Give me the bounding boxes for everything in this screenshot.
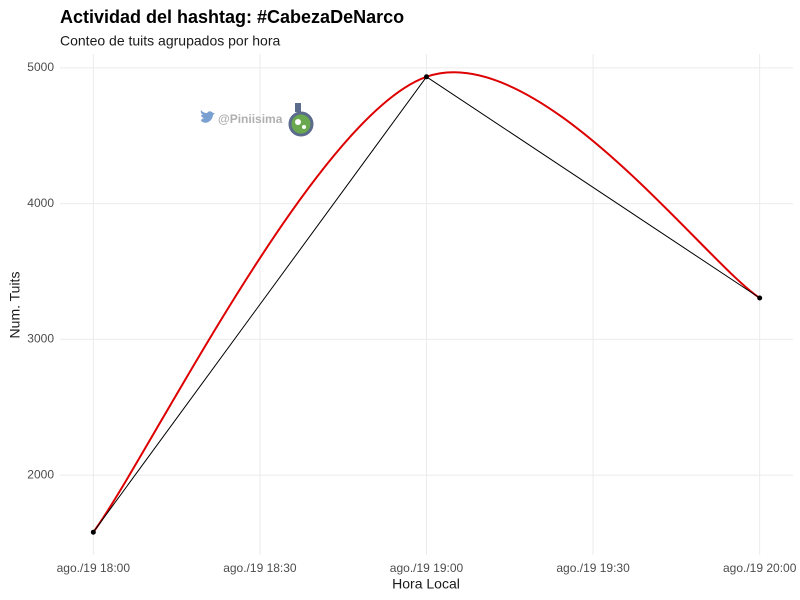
twitter-icon bbox=[200, 110, 215, 123]
logo-bubble bbox=[295, 119, 301, 125]
point bbox=[757, 295, 763, 301]
y-tick-label: 4000 bbox=[27, 196, 54, 210]
watermark: @Piniisima bbox=[200, 103, 314, 137]
x-tick-label: ago./19 18:00 bbox=[57, 561, 131, 575]
smooth-line bbox=[92, 71, 761, 533]
chart-title: Actividad del hashtag: #CabezaDeNarco bbox=[60, 7, 404, 27]
y-tick-label: 3000 bbox=[27, 332, 54, 346]
y-tick-label: 5000 bbox=[27, 60, 54, 74]
x-tick-label: ago./19 18:30 bbox=[223, 561, 297, 575]
x-tick-label: ago./19 20:00 bbox=[723, 561, 797, 575]
logo-neck bbox=[295, 103, 301, 112]
y-tick-label: 2000 bbox=[27, 467, 54, 481]
x-tick-label: ago./19 19:30 bbox=[556, 561, 630, 575]
chart-subtitle: Conteo de tuits agrupados por hora bbox=[60, 33, 280, 49]
x-tick-label: ago./19 19:00 bbox=[390, 561, 464, 575]
point bbox=[90, 529, 96, 535]
point bbox=[424, 74, 429, 80]
logo bbox=[288, 111, 314, 137]
y-axis-label: Num. Tuits bbox=[7, 272, 23, 339]
logo-bubble bbox=[302, 125, 306, 129]
x-axis-label: Hora Local bbox=[392, 576, 460, 592]
watermark-text: @Piniisima bbox=[218, 112, 283, 126]
